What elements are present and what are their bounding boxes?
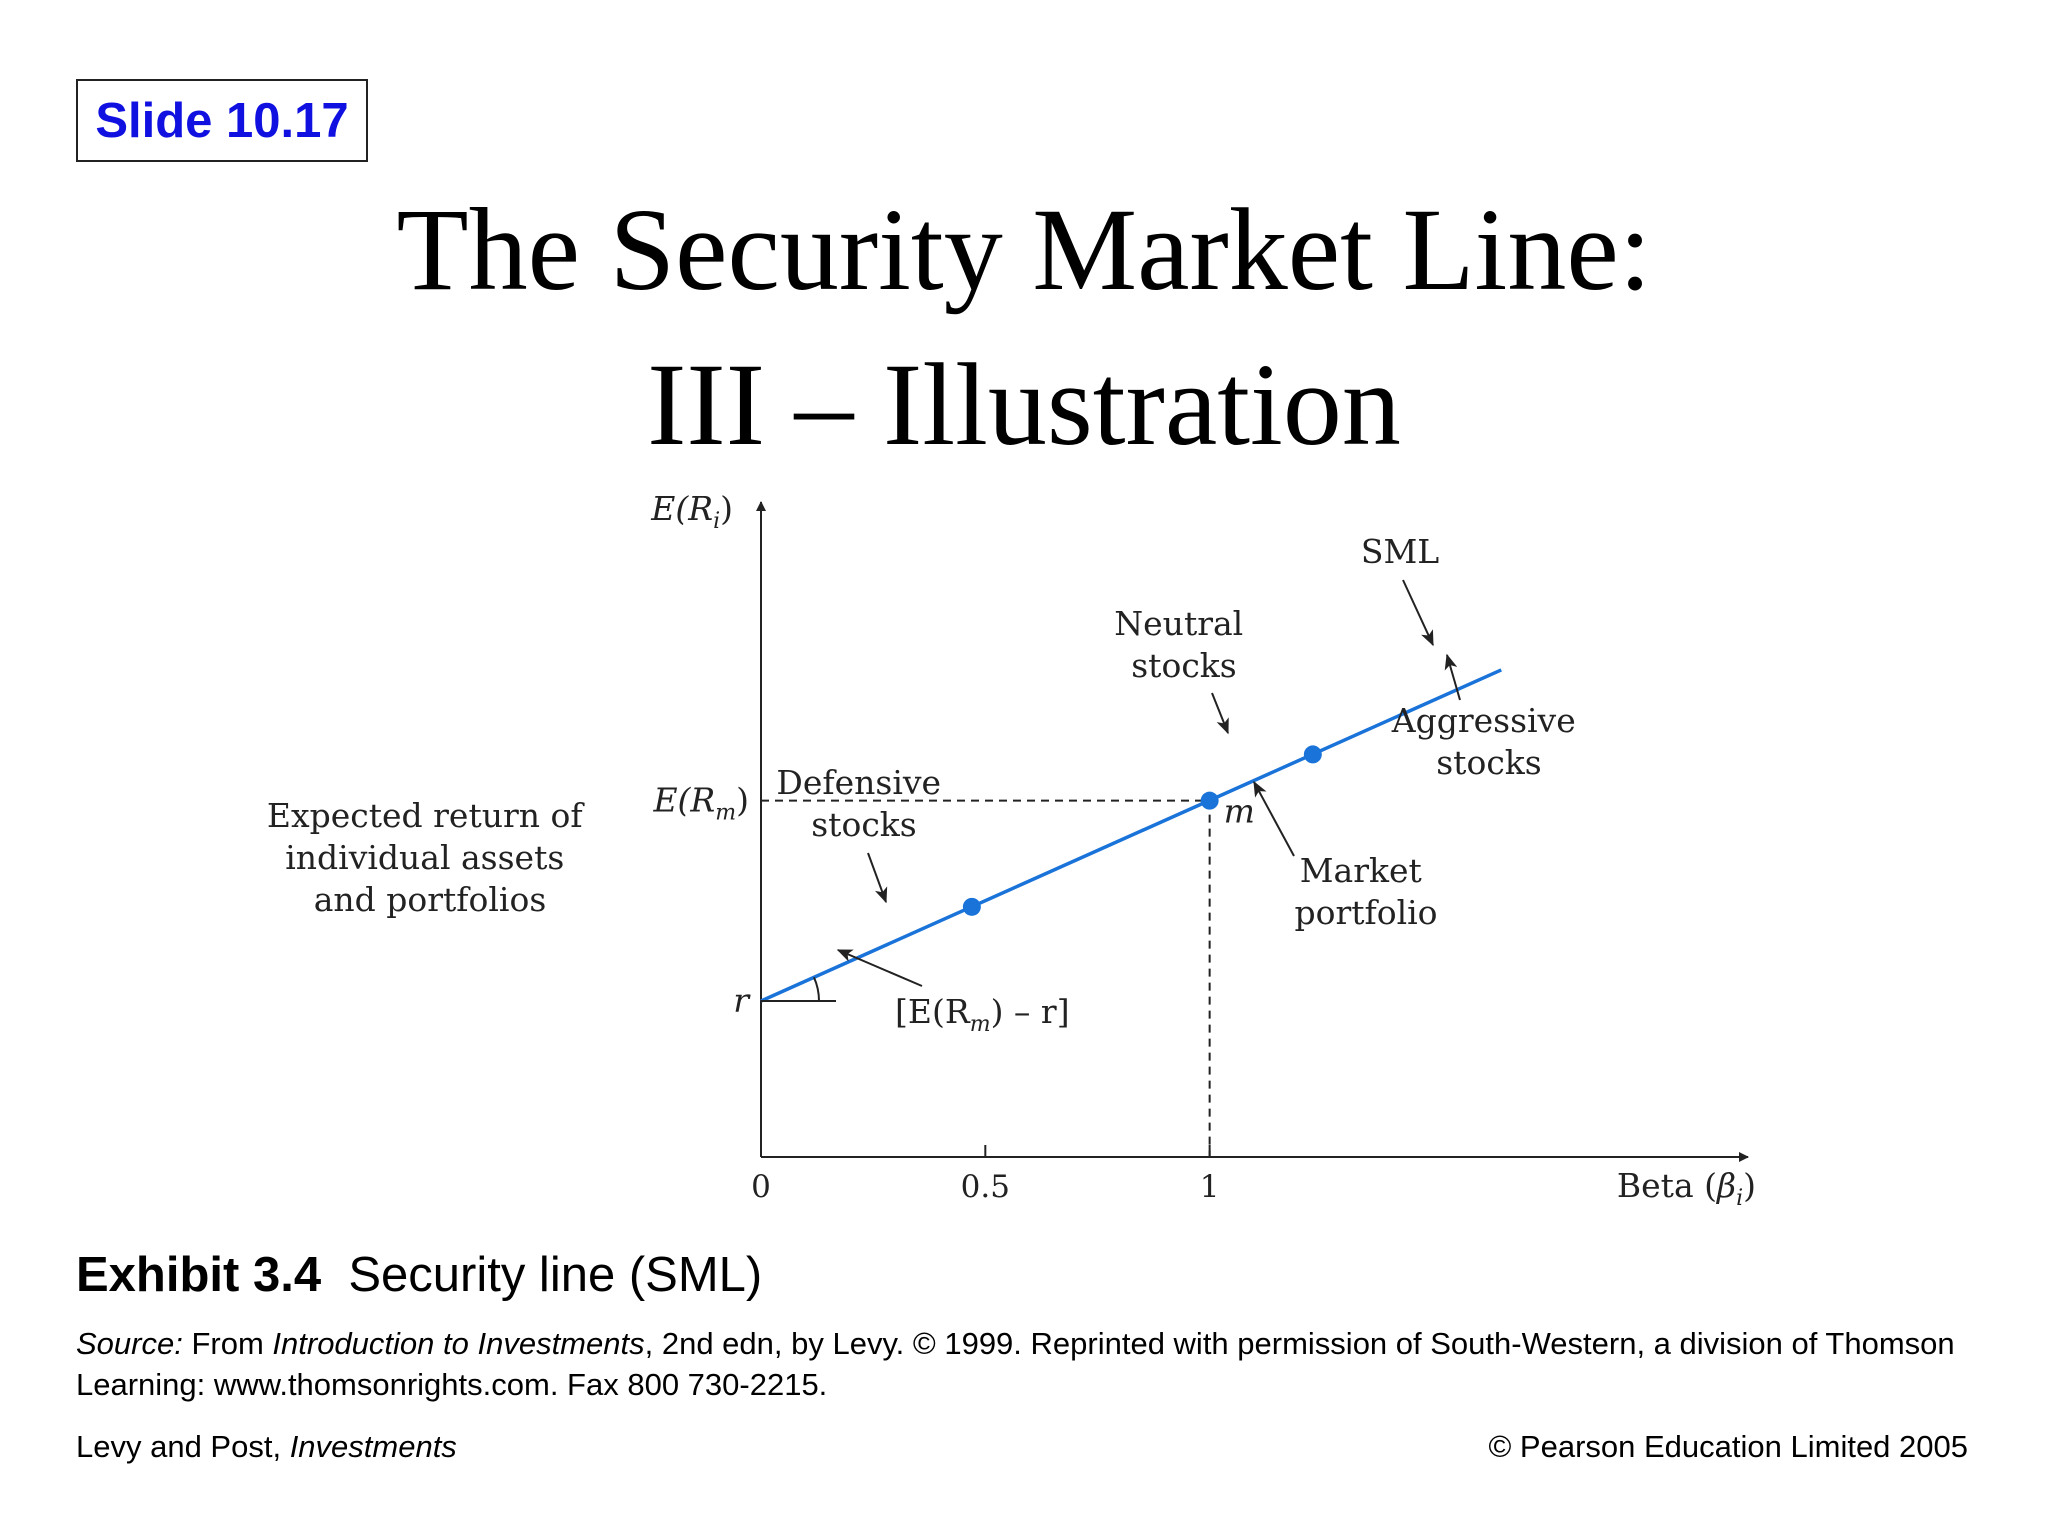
page-title-line1: The Security Market Line:: [396, 184, 1652, 315]
sml-data-point: [1303, 745, 1322, 764]
arrow-market: [1253, 780, 1295, 857]
arrow-slope: [836, 949, 923, 987]
annotation-neutral: Neutral stocks: [1114, 604, 1253, 685]
y-axis-label: E(Ri): [650, 489, 733, 534]
x-tick-label: 1: [1200, 1169, 1220, 1205]
slide-number-badge: Slide 10.17: [76, 79, 368, 162]
page-title-line2: III – Illustration: [647, 339, 1401, 470]
x-tick-label: 0.5: [961, 1169, 1010, 1205]
arrow-aggressive: [1444, 653, 1461, 701]
arrow-sml: [1402, 579, 1434, 647]
x-axis-label: Beta (βi): [1617, 1166, 1756, 1211]
exhibit-number: Exhibit 3.4: [76, 1248, 322, 1302]
footer-authors: Levy and Post, Investments: [76, 1429, 457, 1464]
annotation-defensive: Defensive stocks: [776, 763, 951, 844]
y-marker-r: r: [733, 981, 751, 1020]
sml-series-line: [760, 668, 1502, 1003]
arrow-neutral: [1211, 692, 1229, 735]
source-note: Source: From Introduction to Investments…: [76, 1326, 1955, 1402]
y-axis-description: Expected return of individual assets and…: [267, 796, 593, 919]
sml-data-point: [962, 897, 981, 916]
y-marker-market-return: E(Rm): [652, 781, 749, 826]
annotation-slope: [E(Rm) – r]: [895, 992, 1070, 1037]
annotation-market: Market portfolio: [1294, 851, 1437, 932]
market-point-label: m: [1224, 792, 1255, 831]
arrow-defensive: [867, 852, 888, 904]
exhibit-caption: Exhibit 3.4 Security line (SML): [76, 1247, 762, 1303]
source-label: Source:: [76, 1326, 183, 1361]
annotation-sml: SML: [1361, 532, 1439, 571]
x-tick-label: 0: [751, 1169, 771, 1205]
footer-book: Investments: [289, 1429, 457, 1464]
exhibit-title: Security line (SML): [348, 1248, 763, 1302]
sml-data-point: [1200, 791, 1219, 810]
source-book-title: Introduction to Investments: [272, 1326, 645, 1361]
footer-copyright: © Pearson Education Limited 2005: [1488, 1429, 1968, 1464]
slope-angle-marker: [813, 976, 820, 1002]
annotation-aggressive: Aggressive stocks: [1391, 701, 1586, 782]
